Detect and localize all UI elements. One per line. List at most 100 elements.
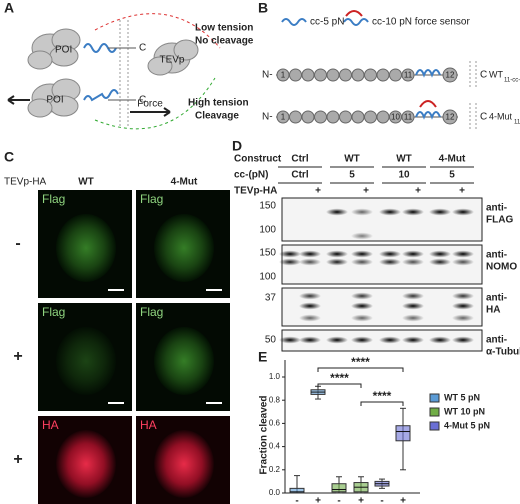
band xyxy=(299,250,321,258)
band xyxy=(452,336,474,344)
construct-name: 4-Mut xyxy=(489,111,513,121)
band xyxy=(351,250,373,258)
legend-swatch xyxy=(429,393,440,403)
construct-name: WT xyxy=(489,69,503,79)
y-tick-label: 0.6 xyxy=(269,419,281,428)
band xyxy=(429,208,451,216)
header-label: cc-(pN) xyxy=(234,170,268,181)
box xyxy=(331,483,347,493)
bead xyxy=(314,68,327,82)
band xyxy=(279,258,301,266)
stain-label: HA xyxy=(42,418,59,432)
bead xyxy=(326,68,340,82)
cell-signal xyxy=(154,327,214,395)
significance-label: **** xyxy=(330,371,349,385)
c-label: C xyxy=(480,112,487,123)
stain-label: Flag xyxy=(140,305,163,319)
treatment-label: TEVp-HA xyxy=(4,177,47,188)
box xyxy=(289,487,305,494)
x-tick-label: - xyxy=(337,496,340,504)
band xyxy=(299,292,321,300)
cell-signal xyxy=(56,327,116,395)
header-cell: + xyxy=(363,186,369,197)
antibody-label: α-Tubulin xyxy=(486,347,520,358)
header-cell: 4-Mut xyxy=(439,154,466,165)
panel-c: C TEVp-HA WT 4-Mut - Flag Flag + Flag Flag + HA… xyxy=(4,149,230,504)
y-tick-label: 1.0 xyxy=(269,372,281,381)
band xyxy=(452,258,474,266)
bead xyxy=(289,110,302,124)
bead xyxy=(401,110,415,124)
band xyxy=(351,208,373,216)
antibody-label: anti- xyxy=(486,203,507,214)
bead xyxy=(339,68,352,82)
stain-label: HA xyxy=(140,418,157,432)
sensor-icon xyxy=(345,10,363,17)
band xyxy=(379,336,401,344)
x-tick-label: + xyxy=(358,496,364,504)
band xyxy=(402,250,424,258)
bead xyxy=(401,68,415,82)
bead xyxy=(301,68,315,82)
bead xyxy=(442,109,458,125)
band xyxy=(299,302,321,310)
membrane xyxy=(119,20,129,128)
bead-label: 1 xyxy=(281,71,286,80)
band xyxy=(299,258,321,266)
header-cell: WT xyxy=(344,154,360,165)
arrow xyxy=(7,95,30,105)
box xyxy=(395,425,411,442)
bead xyxy=(289,68,302,82)
mw-marker: 100 xyxy=(259,225,276,236)
blot xyxy=(281,197,483,242)
header-cell: + xyxy=(415,186,421,197)
band xyxy=(279,250,301,258)
cell-signal xyxy=(154,430,214,498)
bead-label: 10 xyxy=(391,113,400,122)
construct-sub: 11-cc-12 xyxy=(504,78,520,84)
band xyxy=(351,292,373,300)
significance-bracket xyxy=(317,383,362,388)
band xyxy=(402,292,424,300)
band xyxy=(326,208,348,216)
arrow xyxy=(94,13,221,49)
header-cell: WT xyxy=(396,154,412,165)
header-cell: 10 xyxy=(398,170,410,181)
treatment-sign: + xyxy=(13,451,22,468)
panel-label: C xyxy=(4,149,14,165)
y-tick-label: 0.2 xyxy=(269,465,281,474)
panel-label: E xyxy=(258,349,267,365)
condition-label: Low tension xyxy=(195,23,253,34)
c-label: C xyxy=(139,43,146,54)
band xyxy=(402,208,424,216)
sensor-label: cc-10 pN force sensor xyxy=(372,17,470,28)
band xyxy=(379,250,401,258)
coil-tip xyxy=(419,100,437,108)
cell-signal xyxy=(56,214,116,282)
band xyxy=(351,232,373,240)
coil xyxy=(83,43,119,102)
condition-label: No cleavage xyxy=(195,36,254,47)
legend-label: 4-Mut 5 pN xyxy=(444,420,490,430)
sensor-label: cc-5 pN xyxy=(310,17,344,28)
header-cell: 5 xyxy=(449,170,455,181)
band xyxy=(351,258,373,266)
bead xyxy=(351,68,365,82)
legend-swatch xyxy=(429,421,440,431)
antibody-label: HA xyxy=(486,305,500,316)
c-label: C xyxy=(480,70,487,81)
header-cell: 5 xyxy=(349,170,355,181)
bead-label: 1 xyxy=(281,113,286,122)
column-label: 4-Mut xyxy=(171,177,198,188)
coil xyxy=(415,111,441,120)
significance-bracket xyxy=(360,401,404,406)
band xyxy=(379,208,401,216)
bead-label: 11 xyxy=(404,71,413,80)
sensor-icon xyxy=(281,18,307,26)
legend-swatch xyxy=(429,407,440,417)
bead xyxy=(339,110,352,124)
poi-label: POI xyxy=(46,95,63,106)
mw-marker: 150 xyxy=(259,201,276,212)
bead-label: 12 xyxy=(446,71,455,80)
